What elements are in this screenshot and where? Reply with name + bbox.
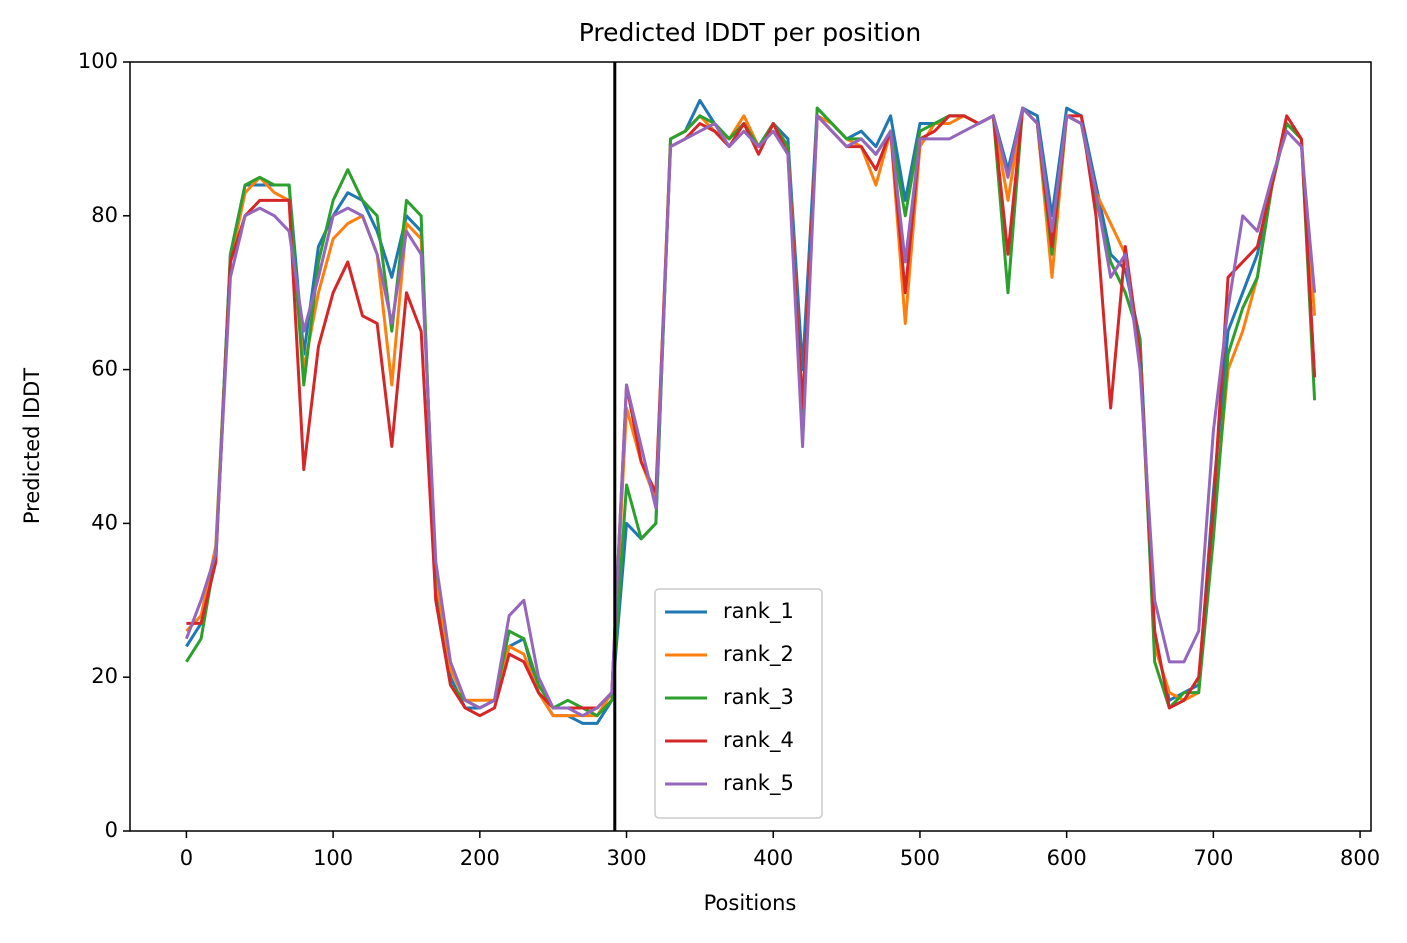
line-series	[185, 106, 1317, 718]
legend-label: rank_3	[723, 685, 794, 710]
x-axis-label: Positions	[704, 891, 797, 915]
legend-box	[654, 588, 823, 819]
y-tick-label: 0	[105, 818, 118, 842]
y-tick-label: 20	[91, 664, 118, 688]
legend-label: rank_5	[723, 771, 794, 796]
x-tick-label: 300	[606, 846, 646, 870]
y-tick-label: 80	[91, 203, 118, 227]
x-tick-label: 800	[1340, 846, 1380, 870]
x-tick-label: 400	[753, 846, 793, 870]
y-tick-label: 40	[91, 510, 118, 534]
x-tick-label: 500	[900, 846, 940, 870]
y-tick-label: 60	[91, 357, 118, 381]
x-tick-label: 600	[1047, 846, 1087, 870]
legend-label: rank_2	[723, 642, 794, 667]
x-tick-label: 200	[460, 846, 500, 870]
y-axis-label: Predicted lDDT	[20, 368, 44, 524]
chart-title: Predicted lDDT per position	[579, 18, 921, 47]
x-tick-label: 700	[1193, 846, 1233, 870]
line-series	[185, 106, 1317, 718]
x-tick-label: 0	[180, 846, 193, 870]
y-tick-label: 100	[78, 49, 118, 73]
x-tick-label: 100	[313, 846, 353, 870]
legend-label: rank_4	[723, 728, 794, 753]
plot-frame	[129, 61, 1372, 832]
legend-label: rank_1	[723, 599, 794, 624]
